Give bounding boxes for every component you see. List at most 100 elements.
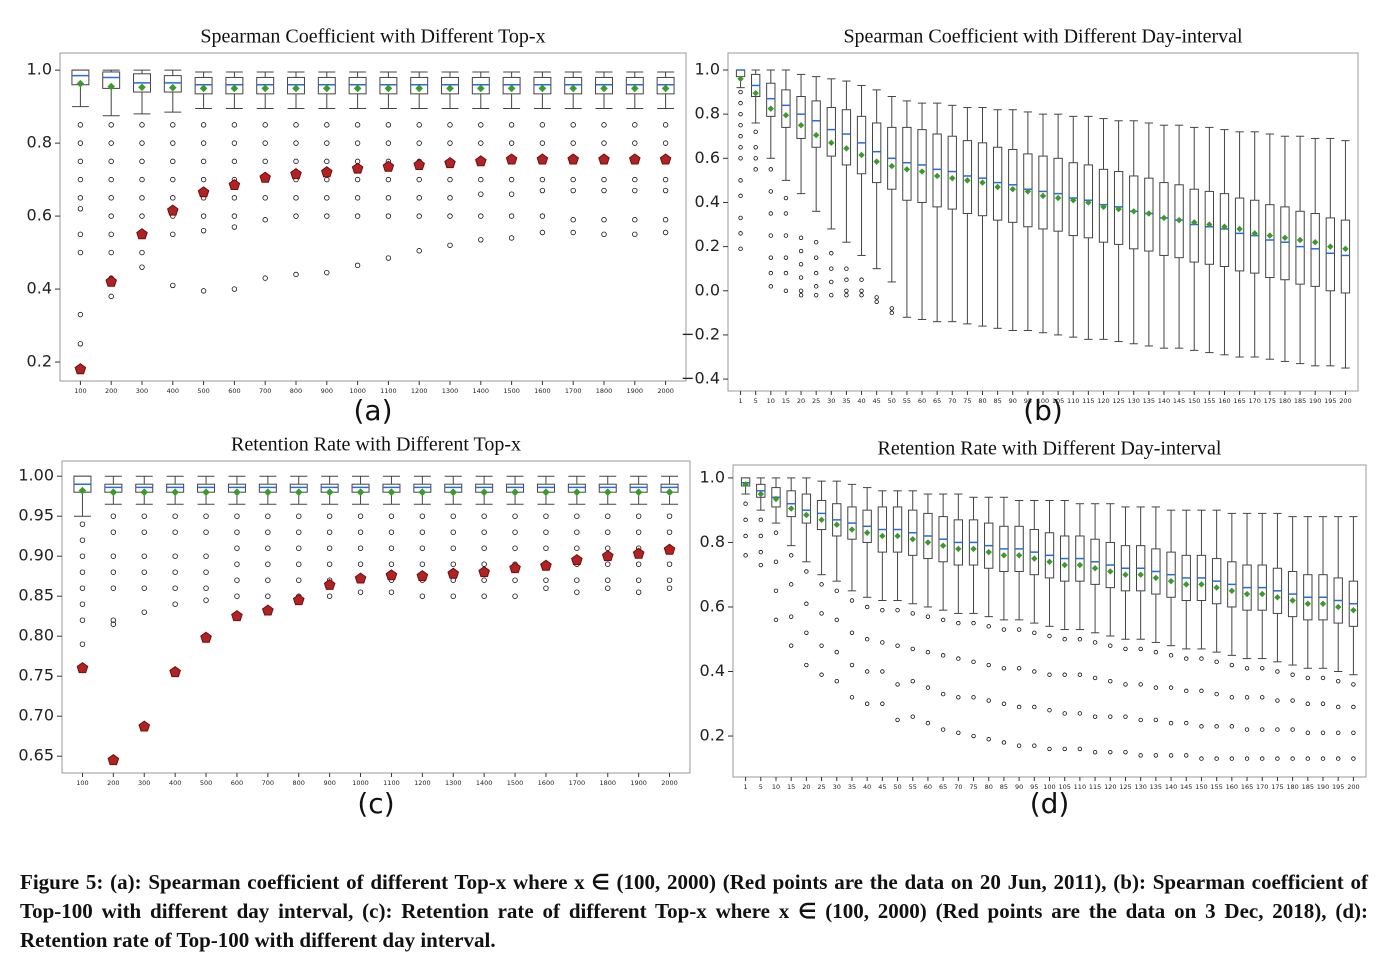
outlier [79,617,86,623]
outlier [200,158,207,165]
highlight-point [475,155,487,167]
box [1340,219,1351,294]
y-tick-label: 0.0 [695,280,720,299]
outlier [293,213,299,219]
outlier [753,129,758,135]
outlier [1062,672,1067,677]
mean-marker [782,112,790,119]
x-tick-label: 90 [1015,783,1023,791]
highlight-point [354,572,367,584]
outlier [512,577,518,583]
mean-marker [446,84,454,93]
x-tick-label: 165 [1233,397,1245,405]
highlight-point [601,550,614,562]
highlight-point [416,570,429,582]
caption: Figure 5: (a): Spearman coefficient of d… [20,870,1368,952]
mean-marker [1350,606,1357,614]
box [1008,148,1018,223]
outlier [481,577,487,583]
box [856,115,867,175]
outlier [1153,753,1159,758]
outlier [450,545,456,551]
outlier [385,255,392,261]
outlier [385,176,392,183]
x-tick-label: 10 [767,397,775,405]
outlier [971,620,976,626]
y-tick-label: 0.2 [27,352,52,371]
outlier [1290,727,1295,732]
outlier [1320,756,1326,761]
highlight-point [167,204,179,216]
outlier [798,248,804,254]
outlier [844,292,849,298]
x-tick-label: 85 [1000,783,1008,791]
y-tick-label: 0.4 [700,661,725,680]
mean-marker [449,488,458,496]
outlier [265,545,271,551]
outlier [1168,685,1174,690]
outlier [326,529,333,535]
outlier [1032,669,1037,674]
outlier [139,122,145,128]
outlier [773,588,779,594]
outlier [478,140,484,146]
outlier [1108,678,1113,684]
outlier [1047,633,1052,639]
outlier [880,607,885,613]
x-tick-label: 1200 [414,779,431,787]
outlier [1092,749,1098,755]
x-tick-label: 115 [1089,783,1101,791]
mean-marker [1115,205,1122,213]
outlier [738,215,743,221]
mean-marker [1259,590,1266,598]
outlier [354,122,361,128]
outlier [768,233,774,238]
outlier [798,275,804,280]
outlier [738,111,743,117]
outlier [108,195,114,201]
highlight-point [447,567,460,579]
outlier [1001,701,1007,706]
mean-marker [1289,597,1296,604]
mean-marker [1015,552,1023,559]
outlier [234,561,240,567]
outlier [324,269,330,276]
outlier [971,659,976,665]
mean-marker [1274,594,1281,601]
outlier [956,695,961,700]
outlier [666,577,673,583]
outlier [1001,740,1007,745]
outlier [110,585,117,591]
x-tick-label: 110 [1067,397,1079,405]
mean-marker [323,84,331,93]
outlier [601,176,607,183]
outlier [1153,717,1159,723]
outlier [1336,730,1341,735]
outlier [834,678,839,684]
outlier [1275,669,1280,674]
outlier [1305,701,1311,706]
mean-marker [1175,216,1183,224]
outlier [357,545,364,551]
box [841,109,852,166]
outlier [478,191,484,197]
mean-marker [1206,221,1213,228]
x-tick-label: 90 [1009,397,1017,405]
outlier [1123,749,1128,755]
y-tick-label: 0.75 [18,666,54,685]
outlier [971,733,976,739]
mean-marker [964,177,971,184]
box [781,89,791,128]
outlier [1016,704,1022,710]
x-tick-label: 100 [1043,783,1055,791]
box [1234,197,1245,272]
x-tick-label: 75 [963,397,971,405]
mean-marker [1296,236,1304,244]
figure: Spearman Coefficient with Different Top-… [18,26,1367,820]
outlier [773,530,779,535]
x-tick-label: 1900 [630,779,647,787]
x-tick-label: 175 [1264,397,1276,405]
outlier [481,545,487,551]
outlier [971,695,976,700]
outlier [203,597,209,603]
